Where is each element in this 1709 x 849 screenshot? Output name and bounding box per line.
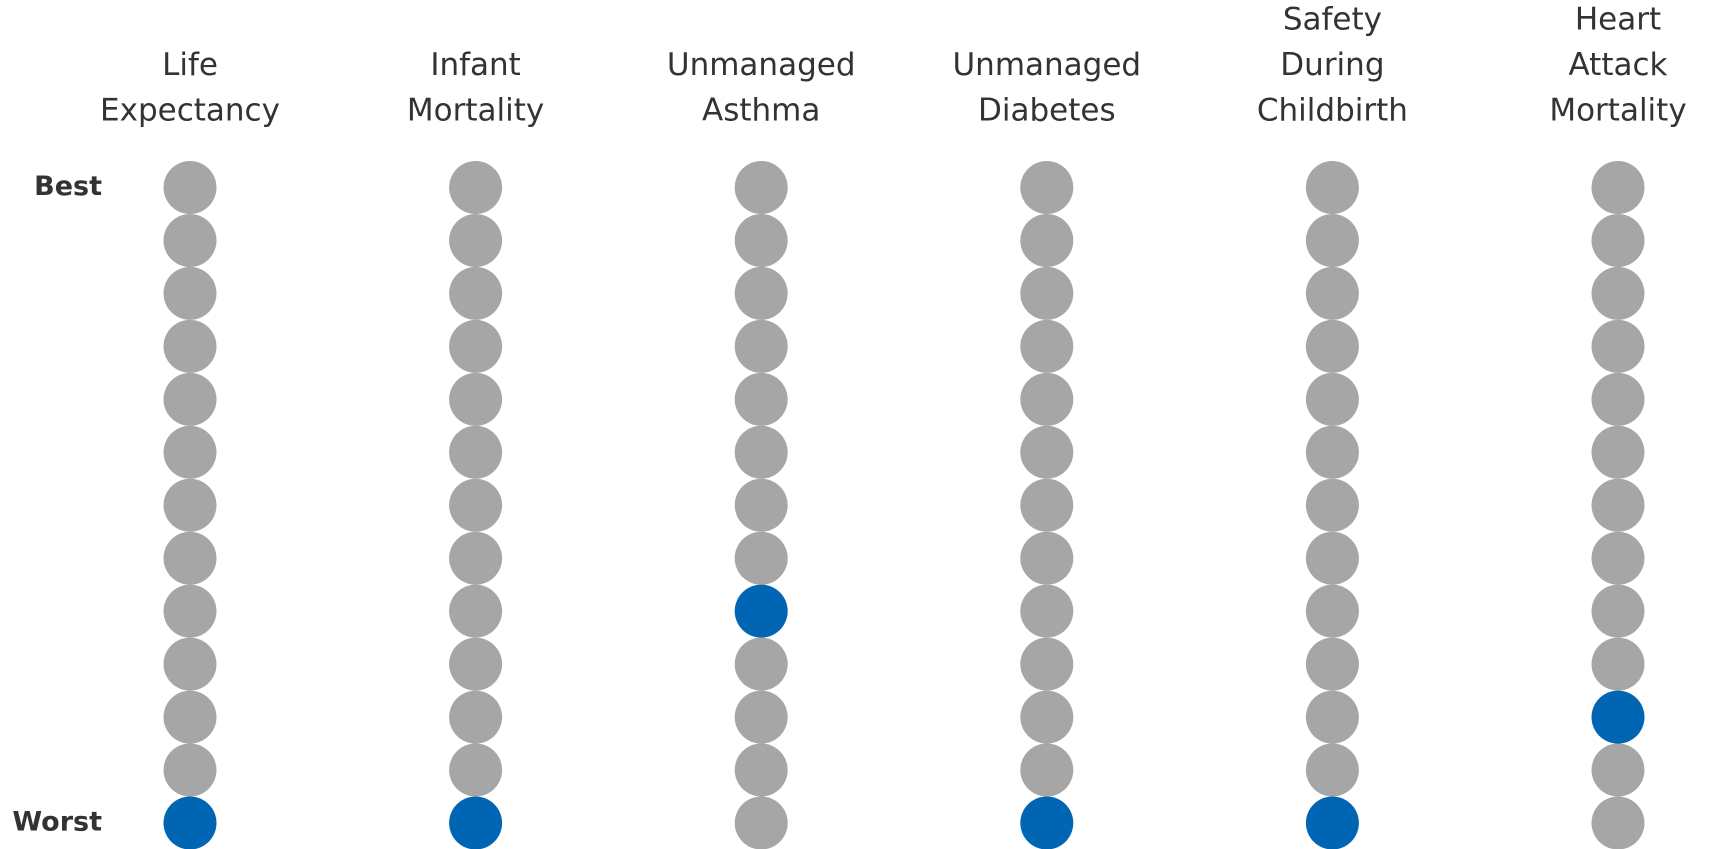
rank-slot [1305, 478, 1359, 532]
rank-slot [1305, 584, 1359, 638]
rank-slot [1020, 213, 1074, 267]
column-header: Mortality [1549, 93, 1686, 129]
rank-slot [449, 478, 503, 532]
rank-slot [734, 161, 788, 214]
rank-slot [1591, 266, 1645, 320]
rank-slot [1305, 690, 1359, 744]
rank-slot [1591, 584, 1645, 638]
rank-slot [449, 584, 503, 638]
rank-slot [1305, 425, 1359, 479]
rank-slot [1020, 372, 1074, 426]
rank-slot [1305, 531, 1359, 585]
column-header: Expectancy [100, 93, 280, 129]
rank-slot [1305, 743, 1359, 797]
rank-slot [163, 425, 217, 479]
rank-slot [163, 743, 217, 797]
column-header: During [1280, 47, 1384, 83]
rank-slot [1020, 161, 1074, 214]
rank-dot [449, 796, 503, 849]
rank-dot [1020, 796, 1074, 849]
rank-label: Worst [12, 807, 102, 838]
rank-slot [734, 266, 788, 320]
rank-dot [1305, 796, 1359, 849]
rank-slot [163, 319, 217, 373]
rank-slot [1020, 319, 1074, 373]
column-header: Asthma [702, 93, 820, 129]
rank-slot [449, 743, 503, 797]
rank-slot [449, 213, 503, 267]
rank-slot [1591, 531, 1645, 585]
rank-slot [734, 319, 788, 373]
rank-slot [1591, 372, 1645, 426]
rank-label: Best [34, 171, 102, 202]
rank-slot [163, 637, 217, 691]
rank-slot [163, 372, 217, 426]
column-header: Heart [1575, 2, 1661, 38]
rank-dot [163, 796, 217, 849]
column-header: Mortality [407, 93, 544, 129]
rank-slot [449, 161, 503, 214]
column-header: Attack [1569, 47, 1668, 83]
rank-slot [449, 372, 503, 426]
rank-slot [734, 743, 788, 797]
rank-slot [734, 372, 788, 426]
rank-slot [1305, 161, 1359, 214]
rank-slot [734, 690, 788, 744]
column-header: Unmanaged [667, 47, 856, 83]
rank-slot [1591, 637, 1645, 691]
rank-slot [449, 637, 503, 691]
rank-slot [1305, 372, 1359, 426]
rank-slot [163, 161, 217, 214]
rank-slot [449, 319, 503, 373]
rank-dot [1591, 690, 1645, 744]
rank-slot [1591, 319, 1645, 373]
rank-slot [1305, 266, 1359, 320]
rank-slot [1591, 213, 1645, 267]
rank-slot [1020, 425, 1074, 479]
column-header: Infant [430, 47, 521, 83]
rank-slot [163, 266, 217, 320]
rank-slot [734, 478, 788, 532]
column-header: Life [162, 47, 218, 83]
rank-slot [1020, 690, 1074, 744]
rank-slot [163, 478, 217, 532]
rank-slot [1305, 637, 1359, 691]
rank-slot [449, 425, 503, 479]
rank-dot [734, 584, 788, 638]
rank-slot [163, 584, 217, 638]
rank-slot [1020, 584, 1074, 638]
column-header: Unmanaged [952, 47, 1141, 83]
rank-slot [1020, 478, 1074, 532]
rank-slot [449, 531, 503, 585]
rank-slot [163, 531, 217, 585]
rank-slot [1591, 478, 1645, 532]
rank-slot [1591, 796, 1645, 849]
rank-slot [1305, 213, 1359, 267]
rank-slot [1020, 637, 1074, 691]
column-header: Childbirth [1257, 93, 1408, 129]
rank-slot [163, 690, 217, 744]
rank-slot [1305, 319, 1359, 373]
rank-slot [1020, 531, 1074, 585]
rank-slot [734, 425, 788, 479]
rank-slot [1591, 425, 1645, 479]
rank-slot [1591, 743, 1645, 797]
rank-slot [734, 531, 788, 585]
rank-slot [449, 690, 503, 744]
rank-slot [163, 213, 217, 267]
rank-slot [1591, 161, 1645, 214]
rank-slot [734, 796, 788, 849]
rank-slot [1020, 266, 1074, 320]
rank-slot [449, 266, 503, 320]
column-header: Diabetes [978, 93, 1116, 129]
rank-slot [734, 213, 788, 267]
rank-slot [1020, 743, 1074, 797]
column-header: Safety [1283, 2, 1382, 38]
rank-slot [734, 637, 788, 691]
